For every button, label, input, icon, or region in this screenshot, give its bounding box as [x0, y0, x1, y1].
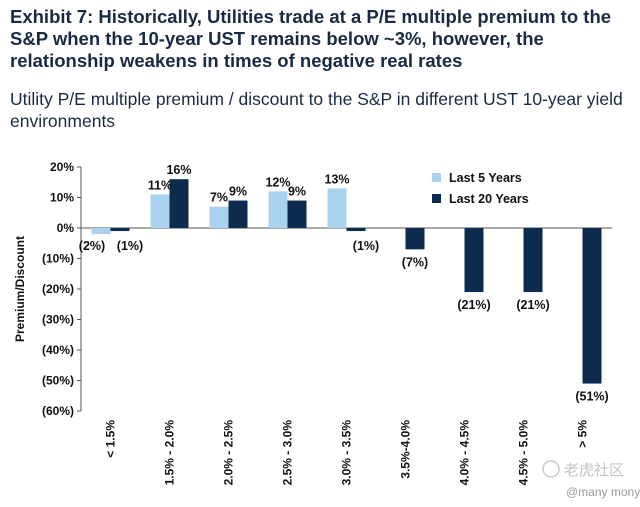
y-axis-label: Premium/Discount: [13, 236, 27, 342]
data-label: (1%): [117, 239, 143, 253]
y-tick-label: (50%): [42, 374, 74, 388]
data-label: 7%: [210, 191, 228, 205]
watermark-handle: @many mony: [566, 485, 640, 499]
data-label: (1%): [353, 239, 379, 253]
bar-last-20-years: [464, 228, 484, 293]
x-tick-label: 3.0% - 3.5%: [340, 420, 354, 486]
bar-last-5-years: [327, 188, 347, 228]
bar-last-20-years: [582, 228, 602, 384]
legend-label: Last 5 Years: [449, 171, 522, 185]
data-label: (51%): [575, 390, 608, 404]
data-label: 9%: [229, 185, 247, 199]
bar-last-20-years: [169, 179, 189, 228]
bar-last-20-years: [346, 228, 366, 232]
chart-data-labels: (2%) 11% 7% 12% 13% (1%) 16% 9% 9% (1%) (7%) (21%) (…: [79, 163, 609, 403]
x-tick-label: 4.0% - 4.5%: [458, 420, 472, 486]
chart-subtitle: Utility P/E multiple premium / discount …: [10, 89, 623, 131]
bar-last-5-years: [150, 194, 170, 228]
data-label: 12%: [265, 175, 290, 189]
chart-legend: Last 5 Years Last 20 Years: [432, 171, 529, 206]
y-tick-label: 10%: [50, 191, 74, 205]
data-label: (7%): [402, 255, 428, 269]
x-tick-label: 4.5% - 5.0%: [517, 420, 531, 486]
data-label: 9%: [288, 185, 306, 199]
y-tick-label: (10%): [42, 252, 74, 266]
bar-last-20-years: [405, 228, 425, 250]
watermark-text: 老虎社区: [564, 461, 624, 479]
bar-last-20-years: [110, 228, 130, 232]
x-tick-label: 2.0% - 2.5%: [222, 420, 236, 486]
x-tick-label: < 1.5%: [104, 420, 118, 458]
chart-axes: 20% 10% 0% (10%) (20%) (30%) (40%) (50%) (60%) Pr…: [13, 160, 612, 485]
data-label: 11%: [148, 178, 172, 192]
bar-last-20-years: [287, 200, 307, 228]
bar-last-5-years: [209, 206, 229, 228]
data-label: (2%): [79, 239, 105, 253]
legend-swatch: [432, 173, 441, 182]
chart-bars: [91, 179, 602, 384]
bar-last-5-years: [268, 191, 288, 228]
y-tick-label: 0%: [57, 221, 75, 235]
watermark-logo-icon: [542, 460, 560, 478]
bar-last-20-years: [523, 228, 543, 293]
x-tick-label: 1.5% - 2.0%: [163, 420, 177, 486]
x-tick-label: > 5%: [576, 420, 590, 448]
y-tick-label: (20%): [42, 282, 74, 296]
legend-swatch: [432, 194, 441, 203]
data-label: (21%): [457, 298, 490, 312]
y-tick-label: (40%): [42, 343, 74, 357]
chart-title: Exhibit 7: Historically, Utilities trade…: [10, 6, 612, 71]
data-label: (21%): [516, 298, 549, 312]
bar-last-20-years: [228, 200, 248, 228]
y-tick-label: (60%): [42, 404, 74, 418]
bar-last-5-years: [91, 228, 111, 235]
legend-label: Last 20 Years: [449, 192, 529, 206]
x-tick-label: 3.5%-4.0%: [399, 420, 413, 479]
watermark: 老虎社区 @many mony: [542, 460, 640, 499]
data-label: 16%: [166, 163, 191, 177]
y-tick-label: (30%): [42, 313, 74, 327]
x-tick-label: 2.5% - 3.0%: [281, 420, 295, 486]
y-tick-label: 20%: [50, 160, 74, 174]
data-label: 13%: [324, 172, 349, 186]
